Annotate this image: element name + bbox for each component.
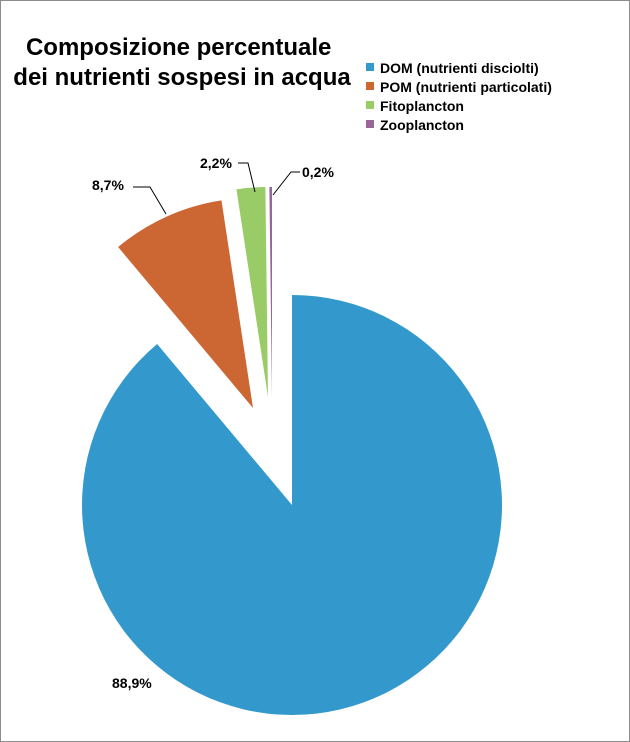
pie-slice-zooplancton xyxy=(269,187,272,397)
legend-swatch-pom xyxy=(366,82,374,90)
data-label-zooplancton: 0,2% xyxy=(302,164,334,180)
leader-line-fitoplancton xyxy=(238,162,256,193)
pie-slices xyxy=(82,187,503,715)
chart-title: Composizione percentuale dei nutrienti s… xyxy=(13,34,351,91)
data-label-dom: 88,9% xyxy=(112,675,152,691)
pie-slice-pom xyxy=(118,200,253,408)
pie-slice-dom xyxy=(82,295,503,715)
legend-label-zooplancton: Zooplancton xyxy=(380,117,464,133)
data-label-fitoplancton: 2,2% xyxy=(200,155,232,171)
legend-swatch-dom xyxy=(366,63,374,71)
legend: DOM (nutrienti disciolti) POM (nutrienti … xyxy=(366,60,552,133)
legend-swatch-fitoplancton xyxy=(366,101,374,109)
leader-line-pom xyxy=(133,186,167,215)
leader-line-zooplancton xyxy=(272,171,300,196)
leader-lines xyxy=(133,162,300,215)
chart-title-line-2: dei nutrienti sospesi in acqua xyxy=(13,64,351,91)
pie-slice-fitoplancton xyxy=(236,187,268,397)
data-label-pom: 8,7% xyxy=(92,177,124,193)
data-labels: 88,9% 8,7% 2,2% 0,2% xyxy=(92,155,334,691)
legend-label-fitoplancton: Fitoplancton xyxy=(380,98,464,114)
legend-label-pom: POM (nutrienti particolati) xyxy=(380,79,552,95)
chart-title-line-1: Composizione percentuale xyxy=(26,34,331,61)
legend-label-dom: DOM (nutrienti disciolti) xyxy=(380,60,539,76)
legend-swatch-zooplancton xyxy=(366,120,374,128)
